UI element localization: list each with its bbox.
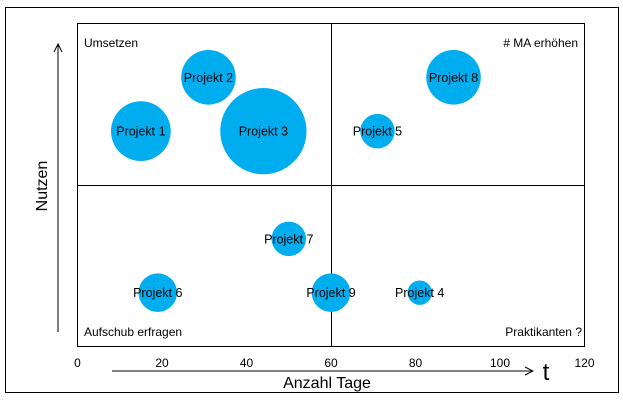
bubble-label: Projekt 7 — [264, 232, 313, 246]
bubble — [407, 280, 432, 305]
bubble — [181, 50, 236, 105]
x-tick-label: 120 — [574, 356, 594, 370]
x-axis-label: Anzahl Tage — [283, 375, 371, 392]
x-tick-label: 80 — [409, 356, 423, 370]
bubble-label: Projekt 3 — [239, 125, 288, 139]
bubble — [311, 273, 351, 312]
x-tick-label: 20 — [155, 356, 169, 370]
bubble-label: Projekt 8 — [429, 71, 478, 85]
bubble — [426, 50, 481, 105]
bubble — [110, 101, 171, 162]
bubble-label: Projekt 6 — [133, 286, 182, 300]
x-axis-unit-symbol: t — [543, 359, 550, 386]
x-tick-label: 100 — [490, 356, 510, 370]
bubble — [220, 88, 307, 175]
bubble-label: Projekt 1 — [116, 125, 165, 139]
x-tick-labels: 0 20 40 60 80 100 120 — [74, 356, 595, 370]
bubble-label: Projekt 5 — [353, 125, 402, 139]
bubble — [271, 221, 307, 257]
bubble-label: Projekt 9 — [306, 286, 355, 300]
bubble-label: Projekt 2 — [184, 71, 233, 85]
x-tick-label: 0 — [74, 356, 81, 370]
bubble — [138, 273, 178, 312]
quadrant-label-top-left: Umsetzen — [84, 36, 138, 50]
bubble — [360, 113, 395, 149]
x-tick-label: 60 — [324, 356, 338, 370]
quadrant-label-bottom-right: Praktikanten ? — [505, 325, 582, 339]
y-axis-label: Nutzen — [34, 161, 51, 212]
quadrant-label-bottom-left: Aufschub erfragen — [84, 325, 182, 339]
bubbles-layer: Projekt 1 Projekt 2 Projekt 3 Projekt 4 Proj… — [110, 50, 481, 312]
bubble-label: Projekt 4 — [395, 286, 444, 300]
x-tick-label: 40 — [240, 356, 254, 370]
quadrant-label-top-right: # MA erhöhen — [503, 36, 578, 50]
